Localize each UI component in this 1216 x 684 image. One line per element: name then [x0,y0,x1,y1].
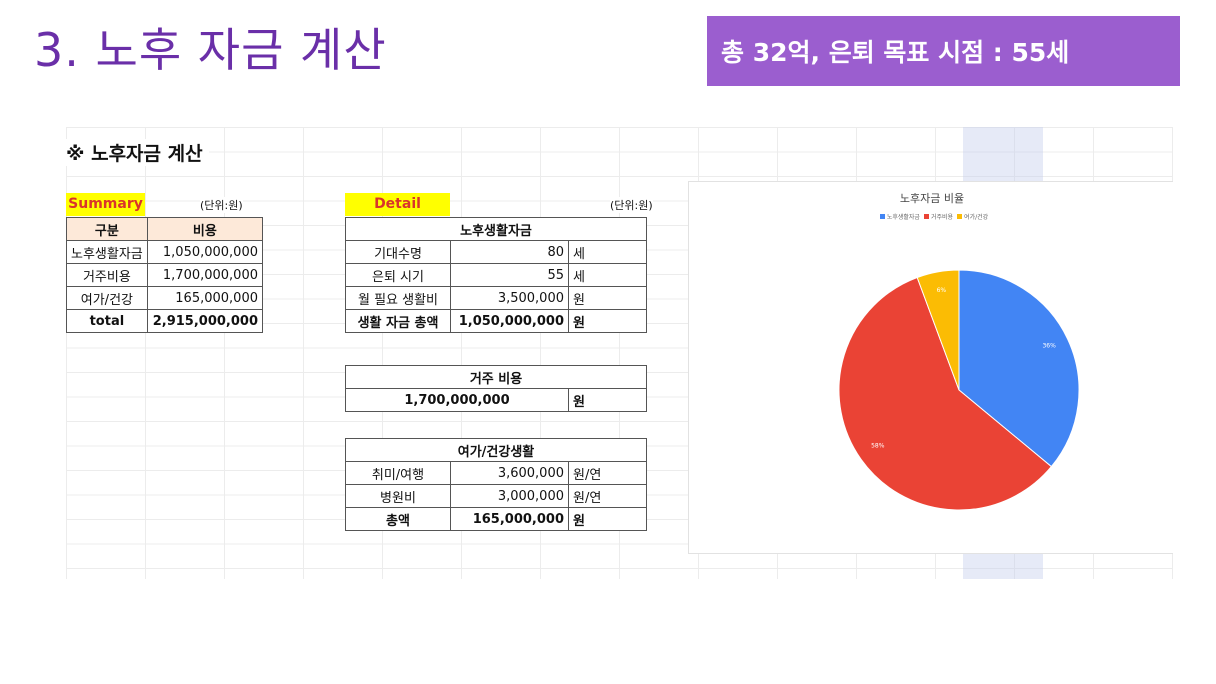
living-row-unit: 세 [568,263,647,287]
legend-swatch [923,214,929,219]
legend-item: 여가/건강 [953,214,988,221]
legend-swatch [879,214,885,219]
legend-item: 노후생활자금 [876,214,920,221]
spreadsheet[interactable]: ※ 노후자금 계산 Summary (단위:원) 구분 비용 노후생활자금 1,… [66,127,1173,579]
pie-slice-label: 58% [871,443,885,450]
housing-cost-value: 1,700,000,000 [345,388,569,412]
summary-header-cost: 비용 [146,217,264,241]
pie-slice-label: 6% [937,287,947,294]
leisure-health-table: 여가/건강생활 취미/여행 3,600,000 원/연 병원비 3,000,00… [345,438,647,531]
living-fund-title: 노후생활자금 [345,217,647,241]
chart-legend: 노후생활자금 거주비용 여가/건강 [689,212,1173,221]
leisure-total-row[interactable]: 총액 165,000,000 원 [345,507,647,531]
table-row[interactable]: 기대수명 80 세 [345,240,647,264]
living-row-unit: 원 [568,286,647,310]
leisure-health-title: 여가/건강생활 [345,438,647,462]
pie-slice-1[interactable] [838,276,1053,511]
table-row[interactable]: 월 필요 생활비 3,500,000 원 [345,286,647,310]
leisure-total-value: 165,000,000 [450,507,569,531]
summary-table: 구분 비용 노후생활자금 1,050,000,000 거주비용 1,700,00… [66,217,264,333]
living-row-value: 80 [450,240,569,264]
detail-unit: (단위:원) [610,197,653,213]
leisure-row-unit: 원/연 [568,484,647,508]
pie-chart[interactable]: 노후자금 비율 노후생활자금 거주비용 여가/건강 36% 58% 6% [688,181,1173,554]
living-fund-table: 노후생활자금 기대수명 80 세 은퇴 시기 55 세 월 필요 생활비 3,5… [345,217,647,333]
table-row[interactable]: 거주비용 1,700,000,000 [66,263,264,287]
leisure-row-value: 3,000,000 [450,484,569,508]
leisure-total-unit: 원 [568,507,647,531]
living-total-row[interactable]: 생활 자금 총액 1,050,000,000 원 [345,309,647,333]
living-row-name: 기대수명 [345,240,451,264]
leisure-row-name: 병원비 [345,484,451,508]
legend-label: 거주비용 [930,214,954,221]
summary-row-name: 노후생활자금 [66,240,148,264]
pie-chart-svg: 36% 58% 6% [838,269,1080,511]
pie-slice-2[interactable] [916,269,960,391]
legend-label: 노후생활자금 [886,214,920,221]
leisure-row-value: 3,600,000 [450,461,569,485]
summary-total-value: 2,915,000,000 [146,309,264,333]
housing-cost-unit: 원 [568,388,647,412]
leisure-row-unit: 원/연 [568,461,647,485]
chart-title: 노후자금 비율 [899,192,965,205]
table-row[interactable]: 은퇴 시기 55 세 [345,263,647,287]
living-row-name: 월 필요 생활비 [345,286,451,310]
legend-swatch [957,214,963,219]
summary-row-value: 165,000,000 [146,286,264,310]
legend-label: 여가/건강 [964,214,989,221]
living-row-name: 은퇴 시기 [345,263,451,287]
housing-cost-table: 거주 비용 1,700,000,000 원 [345,365,647,412]
pie-slice-label: 36% [1042,343,1056,350]
pie-slice-0[interactable] [958,269,1080,468]
table-row[interactable]: 노후생활자금 1,050,000,000 [66,240,264,264]
sheet-heading: ※ 노후자금 계산 [66,139,209,166]
summary-label: Summary [66,193,145,216]
summary-total-name: total [66,309,148,333]
table-row[interactable]: 여가/건강 165,000,000 [66,286,264,310]
summary-row-name: 여가/건강 [66,286,148,310]
leisure-total-name: 총액 [345,507,451,531]
detail-label: Detail [345,193,450,216]
table-row[interactable]: 1,700,000,000 원 [345,388,647,412]
summary-banner: 총 32억, 은퇴 목표 시점 : 55세 [707,16,1180,86]
summary-row-name: 거주비용 [66,263,148,287]
living-total-name: 생활 자금 총액 [345,309,451,333]
leisure-row-name: 취미/여행 [345,461,451,485]
living-total-unit: 원 [568,309,647,333]
legend-item: 거주비용 [920,214,953,221]
summary-header-category: 구분 [66,217,148,241]
table-row[interactable]: 병원비 3,000,000 원/연 [345,484,647,508]
living-row-value: 3,500,000 [450,286,569,310]
slide-title: 3. 노후 자금 계산 [34,23,387,77]
summary-row-value: 1,050,000,000 [146,240,264,264]
summary-unit: (단위:원) [200,197,243,213]
living-total-value: 1,050,000,000 [450,309,569,333]
summary-total-row[interactable]: total 2,915,000,000 [66,309,264,333]
living-row-unit: 세 [568,240,647,264]
living-row-value: 55 [450,263,569,287]
summary-row-value: 1,700,000,000 [146,263,264,287]
table-row[interactable]: 취미/여행 3,600,000 원/연 [345,461,647,485]
housing-cost-title: 거주 비용 [345,365,647,389]
